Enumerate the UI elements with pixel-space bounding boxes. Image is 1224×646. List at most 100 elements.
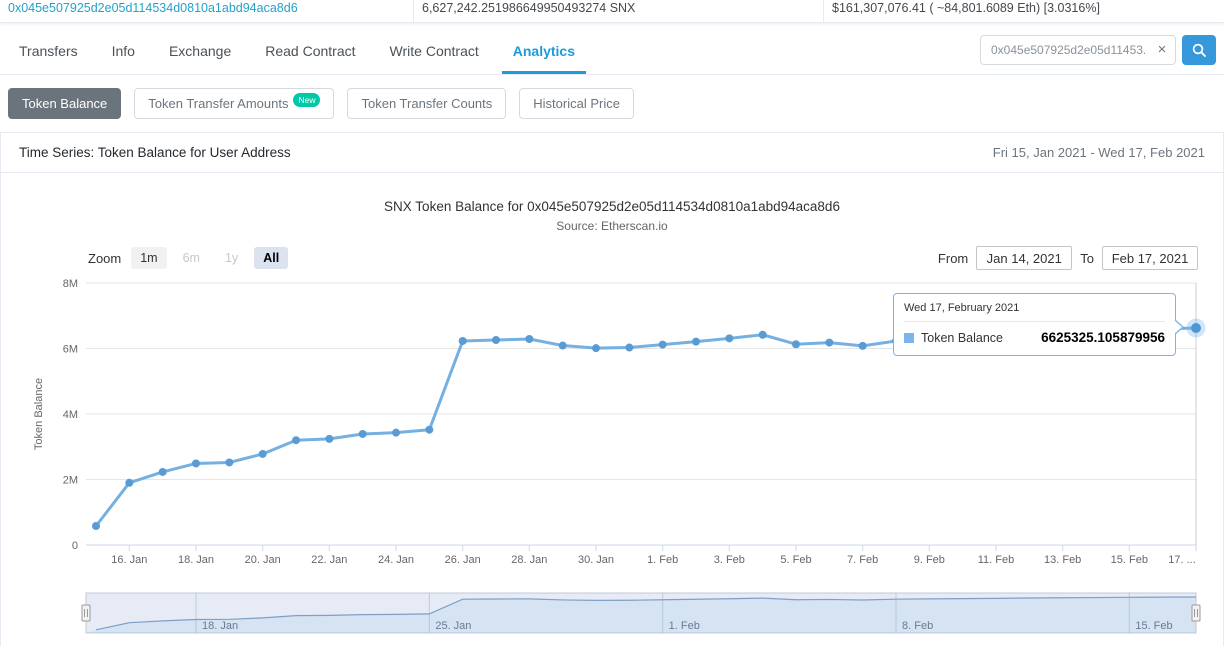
x-axis-label: 24. Jan	[378, 554, 414, 566]
navigator-label: 18. Jan	[202, 620, 238, 632]
y-axis-label: 8M	[63, 278, 78, 290]
data-point[interactable]	[292, 436, 300, 445]
tab-info[interactable]: Info	[111, 43, 135, 59]
x-axis-label: 11. Feb	[978, 554, 1015, 566]
holder-address: 0x045e507925d2e05d114534d0810a1abd94aca8…	[0, 0, 413, 22]
data-point[interactable]	[525, 335, 534, 344]
tab-bar: Transfers Info Exchange Read Contract Write …	[0, 30, 1224, 75]
chart-subtitle: Source: Etherscan.io	[556, 219, 668, 233]
navigator-handle-left[interactable]	[81, 604, 91, 622]
data-point[interactable]	[592, 344, 600, 353]
series-swatch-icon	[904, 332, 914, 343]
date-range-controls: From To	[938, 246, 1198, 270]
x-axis-label: 28. Jan	[511, 554, 547, 566]
navigator-label: 8. Feb	[902, 620, 933, 632]
x-axis-label: 30. Jan	[578, 554, 614, 566]
data-point[interactable]	[192, 459, 200, 468]
data-point[interactable]	[92, 522, 100, 531]
navigator-area	[86, 597, 1196, 633]
to-label: To	[1080, 250, 1094, 266]
data-point[interactable]	[358, 429, 367, 438]
zoom-controls: Zoom 1m 6m 1y All	[88, 247, 295, 269]
data-point[interactable]	[692, 337, 700, 346]
tooltip-value: 6625325.105879956	[1041, 330, 1165, 345]
zoom-button-1y: 1y	[216, 247, 247, 269]
search-icon	[1191, 42, 1207, 58]
x-axis-label: 20. Jan	[245, 554, 281, 566]
time-series-card: Time Series: Token Balance for User Addr…	[0, 132, 1224, 646]
y-axis-label: 6M	[63, 344, 78, 356]
subtab-token-balance[interactable]: Token Balance	[8, 88, 122, 119]
navigator-handle-left-grip[interactable]	[81, 604, 91, 622]
tooltip-series-label: Token Balance	[921, 330, 1004, 345]
data-point[interactable]	[725, 334, 734, 343]
data-point[interactable]	[758, 330, 767, 339]
to-date-input[interactable]	[1102, 246, 1198, 270]
navigator-label: 25. Jan	[435, 620, 471, 632]
y-axis-label: 4M	[63, 409, 78, 421]
x-axis-label: 17. ...	[1168, 554, 1196, 566]
data-point[interactable]	[425, 425, 434, 434]
search-area: ×	[980, 35, 1216, 65]
data-point[interactable]	[158, 467, 167, 476]
x-axis-label: 22. Jan	[311, 554, 347, 566]
x-axis-label: 15. Feb	[1111, 554, 1148, 566]
new-badge: New	[293, 92, 321, 107]
clear-search-button[interactable]: ×	[1149, 36, 1175, 64]
data-point[interactable]	[258, 449, 267, 458]
data-point[interactable]	[558, 341, 567, 350]
navigator-label: 15. Feb	[1135, 620, 1172, 632]
token-summary-bar: 0x045e507925d2e05d114534d0810a1abd94aca8…	[0, 0, 1224, 23]
data-point[interactable]	[658, 340, 667, 349]
data-point[interactable]	[625, 343, 634, 352]
x-axis-label: 3. Feb	[714, 554, 745, 566]
token-balance-amount: 6,627,242.251986649950493274 SNX	[413, 0, 823, 22]
navigator-handle-right-grip[interactable]	[1191, 604, 1201, 622]
card-title: Time Series: Token Balance for User Addr…	[19, 145, 291, 160]
series-line	[94, 326, 1198, 528]
navigator-label: 1. Feb	[669, 620, 700, 632]
subtab-token-transfer-counts[interactable]: Token Transfer Counts	[347, 88, 507, 119]
tab-exchange[interactable]: Exchange	[168, 43, 232, 59]
search-input-group: ×	[980, 35, 1176, 65]
search-button[interactable]	[1182, 35, 1216, 65]
data-point[interactable]	[125, 478, 134, 487]
holder-address-link[interactable]: 0x045e507925d2e05d114534d0810a1abd94aca8…	[8, 1, 298, 15]
zoom-button-6m: 6m	[174, 247, 209, 269]
card-header: Time Series: Token Balance for User Addr…	[1, 133, 1223, 173]
tab-read-contract[interactable]: Read Contract	[265, 43, 356, 59]
data-point[interactable]	[858, 341, 867, 350]
navigator-line	[95, 596, 1197, 631]
data-point[interactable]	[792, 340, 800, 349]
x-axis-label: 18. Jan	[178, 554, 214, 566]
navigator-handle-right[interactable]	[1191, 604, 1201, 622]
tab-write-contract[interactable]: Write Contract	[389, 43, 479, 59]
search-input[interactable]	[981, 43, 1149, 57]
zoom-button-all[interactable]: All	[254, 247, 289, 269]
x-axis-label: 5. Feb	[780, 554, 811, 566]
tab-transfers[interactable]: Transfers	[19, 43, 78, 59]
chart-tooltip: Wed 17, February 2021 Token Balance 6625…	[893, 293, 1184, 356]
data-point[interactable]	[325, 434, 334, 443]
zoom-label: Zoom	[88, 250, 122, 266]
x-axis-label: 1. Feb	[647, 554, 678, 566]
chart-navigator: 18. Jan 25. Jan 1. Feb 8. Feb 15. Feb	[81, 592, 1201, 634]
data-point[interactable]	[825, 338, 834, 347]
data-point[interactable]	[225, 458, 234, 467]
data-point[interactable]	[392, 428, 400, 437]
tooltip-date: Wed 17, February 2021	[904, 302, 1165, 322]
token-usd-value: $161,307,076.41 ( ~84,801.6089 Eth) [3.0…	[823, 0, 1224, 22]
subtab-historical-price[interactable]: Historical Price	[519, 88, 634, 119]
subtab-token-transfer-amounts[interactable]: Token Transfer Amounts New	[134, 88, 335, 119]
from-date-input[interactable]	[976, 246, 1073, 270]
data-point-active[interactable]	[1191, 323, 1201, 334]
zoom-button-1m[interactable]: 1m	[131, 247, 167, 269]
tab-analytics[interactable]: Analytics	[501, 30, 586, 74]
data-point[interactable]	[458, 336, 467, 345]
data-point[interactable]	[492, 335, 500, 344]
x-axis-label: 7. Feb	[847, 554, 878, 566]
analytics-subtabs: Token Balance Token Transfer Amounts New To…	[0, 88, 1224, 119]
y-axis-title: Token Balance	[33, 378, 45, 450]
y-axis-label: 0	[72, 540, 78, 552]
